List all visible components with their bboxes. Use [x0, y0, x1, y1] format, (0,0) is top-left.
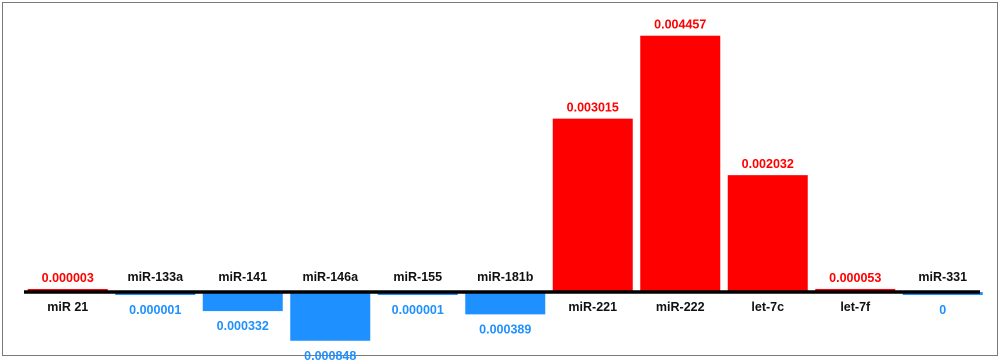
value-label-4: 0.000848	[304, 349, 356, 361]
category-label-8: miR-222	[656, 300, 705, 314]
category-label-1: miR 21	[47, 300, 88, 314]
value-label-6: 0.000389	[479, 322, 531, 336]
value-label-1: 0.000003	[42, 271, 94, 285]
value-label-11: 0	[939, 303, 946, 317]
value-label-3: 0.000332	[217, 319, 269, 333]
category-label-10: let-7f	[840, 300, 871, 314]
bar-4	[290, 292, 371, 341]
category-label-2: miR-133a	[127, 270, 184, 284]
bar-3	[202, 292, 283, 312]
category-label-6: miR-181b	[477, 270, 534, 284]
category-label-9: let-7c	[751, 300, 784, 314]
value-label-10: 0.000053	[829, 271, 881, 285]
value-label-9: 0.002032	[742, 157, 794, 171]
value-label-5: 0.000001	[392, 303, 444, 317]
value-label-8: 0.004457	[654, 18, 706, 32]
category-label-4: miR-146a	[302, 270, 359, 284]
bars-group	[27, 35, 983, 341]
category-label-7: miR-221	[568, 300, 617, 314]
bar-8	[640, 35, 721, 292]
bar-6	[465, 292, 546, 315]
value-label-2: 0.000001	[129, 303, 181, 317]
bar-7	[552, 118, 633, 292]
value-label-7: 0.003015	[567, 101, 619, 115]
category-label-5: miR-155	[393, 270, 442, 284]
category-label-11: miR-331	[918, 270, 967, 284]
bar-9	[727, 175, 808, 292]
category-label-3: miR-141	[218, 270, 267, 284]
labels-group: 0.000003 miR 21 0.000001 miR-133a 0.000332 mi…	[42, 18, 967, 361]
